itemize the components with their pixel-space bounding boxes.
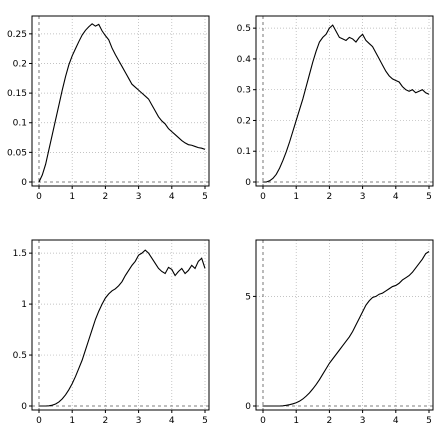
x-tick-label: 0: [36, 192, 42, 202]
y-tick-label: 0.3: [237, 86, 251, 96]
x-tick-label: 2: [327, 192, 333, 202]
y-tick-label: 0.4: [237, 55, 252, 65]
x-tick-label: 2: [103, 416, 109, 426]
x-tick-label: 1: [69, 192, 75, 202]
y-tick-label: 0.1: [237, 147, 251, 157]
x-tick-label: 3: [360, 416, 366, 426]
y-tick-label: 0.5: [237, 24, 251, 34]
plot-frame: [255, 15, 434, 187]
plot-bottom-left: 0 1 2 3 4 5 0 0.5 1 1.5: [13, 239, 210, 426]
y-tick-label: 0: [21, 402, 27, 412]
x-tick-label: 3: [136, 416, 142, 426]
y-tick-label: 0: [245, 402, 251, 412]
y-tick-label: 0.15: [7, 89, 27, 99]
y-tick-label: 0.05: [7, 148, 27, 158]
y-tick-label: 5: [245, 292, 251, 302]
plot-frame: [31, 239, 210, 411]
plot-top-left: 0 1 2 3 4 5 0 0.05 0.1 0.15 0.2 0.25: [7, 15, 210, 202]
x-tick-label: 1: [293, 416, 299, 426]
x-tick-label: 0: [260, 416, 266, 426]
x-tick-label: 4: [393, 416, 399, 426]
series-line: [263, 251, 430, 407]
series-line: [263, 24, 430, 183]
x-tick-label: 1: [293, 192, 299, 202]
x-tick-label: 0: [36, 416, 42, 426]
x-tick-label: 0: [260, 192, 266, 202]
x-tick-label: 4: [169, 192, 175, 202]
x-tick-label: 3: [136, 192, 142, 202]
plot-top-right: 0 1 2 3 4 5 0 0.1 0.2 0.3 0.4 0.5: [237, 15, 434, 202]
x-tick-label: 5: [426, 416, 432, 426]
y-tick-label: 0.25: [7, 30, 27, 40]
x-tick-label: 3: [360, 192, 366, 202]
x-tick-label: 5: [426, 192, 432, 202]
y-tick-label: 0: [245, 178, 251, 188]
x-tick-label: 4: [393, 192, 399, 202]
x-tick-label: 2: [327, 416, 333, 426]
x-tick-label: 1: [69, 416, 75, 426]
y-tick-label: 0.2: [237, 116, 251, 126]
y-tick-label: 0.1: [13, 119, 27, 129]
plot-frame: [255, 239, 434, 411]
y-tick-label: 0: [21, 178, 27, 188]
x-tick-label: 4: [169, 416, 175, 426]
y-tick-label: 0.2: [13, 59, 27, 69]
plot-bottom-right: 0 1 2 3 4 5 0 5: [245, 239, 434, 426]
x-tick-label: 5: [202, 416, 208, 426]
x-tick-label: 2: [103, 192, 109, 202]
series-line: [38, 23, 206, 183]
series-line: [39, 249, 206, 407]
x-tick-label: 5: [202, 192, 208, 202]
y-tick-label: 0.5: [13, 351, 27, 361]
y-tick-label: 1.5: [13, 249, 27, 259]
plot-frame: [31, 15, 210, 187]
y-tick-label: 1: [21, 300, 27, 310]
